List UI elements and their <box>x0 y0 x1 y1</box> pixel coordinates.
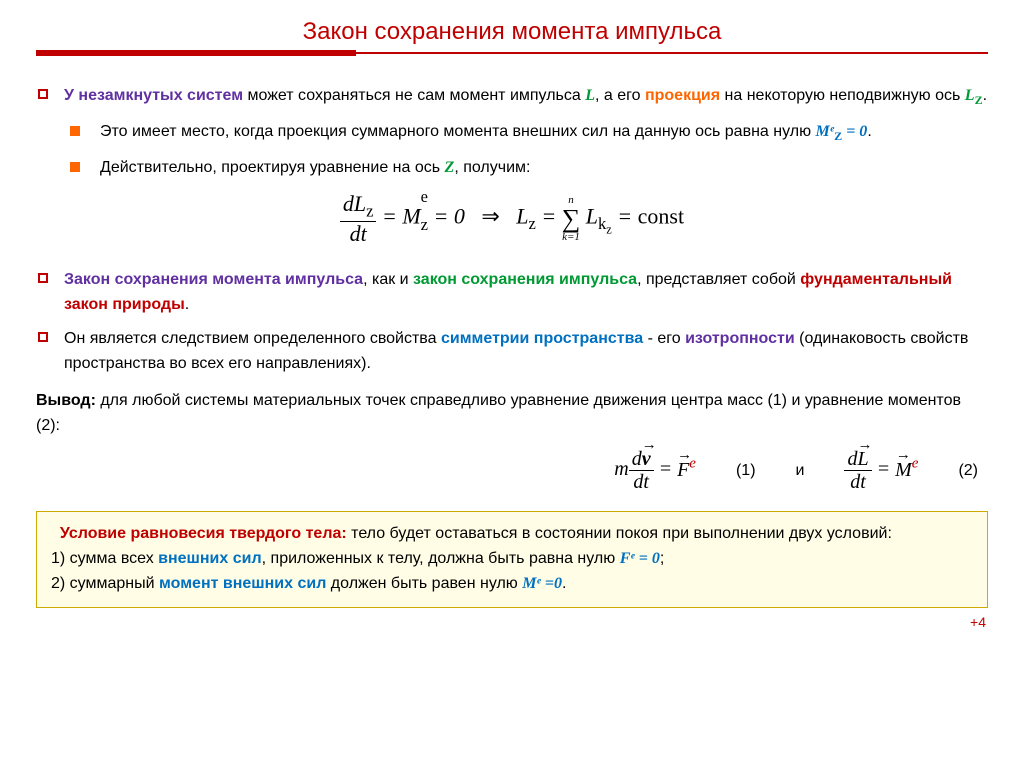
eq-tag-1: (1) <box>736 462 756 480</box>
text-frag: Закон сохранения момента импульса <box>64 271 363 288</box>
text-frag: должен быть равен нулю <box>326 575 522 592</box>
equilibrium-box: Условие равновесия твердого тела: тело б… <box>36 511 988 607</box>
text-frag: 2) суммарный <box>51 575 159 592</box>
text-frag: Это имеет место, когда проекция суммарно… <box>100 123 816 140</box>
text-frag: , представляет собой <box>637 271 800 288</box>
equation-main: dLzdt = Mez = 0 ⇒ Lz = n∑k=1 Lkz = const <box>36 190 988 245</box>
symbol-Z: Z <box>445 159 455 176</box>
text-frag: . <box>562 575 566 592</box>
text-frag: Он является следствием определенного сво… <box>64 330 441 347</box>
main-list: У незамкнутых систем может сохраняться н… <box>36 84 988 180</box>
box-cond-1: 1) сумма всех внешних сил, приложенных к… <box>51 547 973 572</box>
box-cond-2: 2) суммарный момент внешних сил должен б… <box>51 572 973 597</box>
page-title: Закон сохранения момента импульса <box>36 18 988 46</box>
equation-1: mdvdt = Fe <box>614 448 696 493</box>
text-frag: тело будет оставаться в состоянии покоя … <box>347 525 892 542</box>
eq-and: и <box>796 462 805 480</box>
symbol-Fe0: Fᵉ = 0 <box>620 550 660 567</box>
text-frag: , приложенных к телу, должна быть равна … <box>262 550 620 567</box>
symbol-MeZ: MᵉZ = 0 <box>816 123 868 140</box>
bullet-open-systems: У незамкнутых систем может сохраняться н… <box>36 84 988 110</box>
text-frag: внешних сил <box>158 550 261 567</box>
conclusion-text: Вывод: для любой системы материальных то… <box>36 389 988 439</box>
text-frag: ; <box>660 550 664 567</box>
text-frag: на некоторую неподвижную ось <box>720 87 965 104</box>
equation-2: dLdt = Me <box>844 448 918 493</box>
text-frag: , как и <box>363 271 413 288</box>
bullet-fundamental-law: Закон сохранения момента импульса, как и… <box>36 268 988 318</box>
slide: Закон сохранения момента импульса У неза… <box>0 0 1024 650</box>
title-rule <box>36 52 988 54</box>
bullet-projection: Действительно, проектируя уравнение на о… <box>66 156 988 181</box>
bullet-isotropy: Он является следствием определенного сво… <box>36 327 988 377</box>
text-frag: Условие равновесия твердого тела: <box>60 525 347 542</box>
text-frag: У незамкнутых систем <box>64 87 243 104</box>
equation-row: mdvdt = Fe (1) и dLdt = Me (2) <box>36 448 978 493</box>
text-frag: проекция <box>645 87 720 104</box>
text-frag: . <box>867 123 871 140</box>
text-frag: для любой системы материальных точек спр… <box>36 392 961 434</box>
text-frag: . <box>983 87 987 104</box>
text-frag: - его <box>643 330 685 347</box>
text-frag: может сохраняться не сам момент импульса <box>243 87 585 104</box>
bullet-condition: Это имеет место, когда проекция суммарно… <box>66 120 988 146</box>
text-frag: закон сохранения импульса <box>413 271 637 288</box>
symbol-Lz: LZ <box>965 87 983 104</box>
text-frag: Действительно, проектируя уравнение на о… <box>100 159 445 176</box>
text-frag: , а его <box>595 87 645 104</box>
label-vyvod: Вывод: <box>36 392 96 409</box>
page-number: +4 <box>36 614 988 630</box>
text-frag: 1) сумма всех <box>51 550 158 567</box>
text-frag: изотропности <box>685 330 795 347</box>
symbol-L: L <box>585 87 595 104</box>
text-frag: момент внешних сил <box>159 575 326 592</box>
eq-tag-2: (2) <box>958 462 978 480</box>
text-frag: . <box>185 296 189 313</box>
box-title-line: Условие равновесия твердого тела: тело б… <box>51 522 973 547</box>
symbol-Me0: Mᵉ =0 <box>522 575 562 592</box>
text-frag: , получим: <box>454 159 530 176</box>
text-frag: симметрии пространства <box>441 330 643 347</box>
second-list: Закон сохранения момента импульса, как и… <box>36 268 988 377</box>
